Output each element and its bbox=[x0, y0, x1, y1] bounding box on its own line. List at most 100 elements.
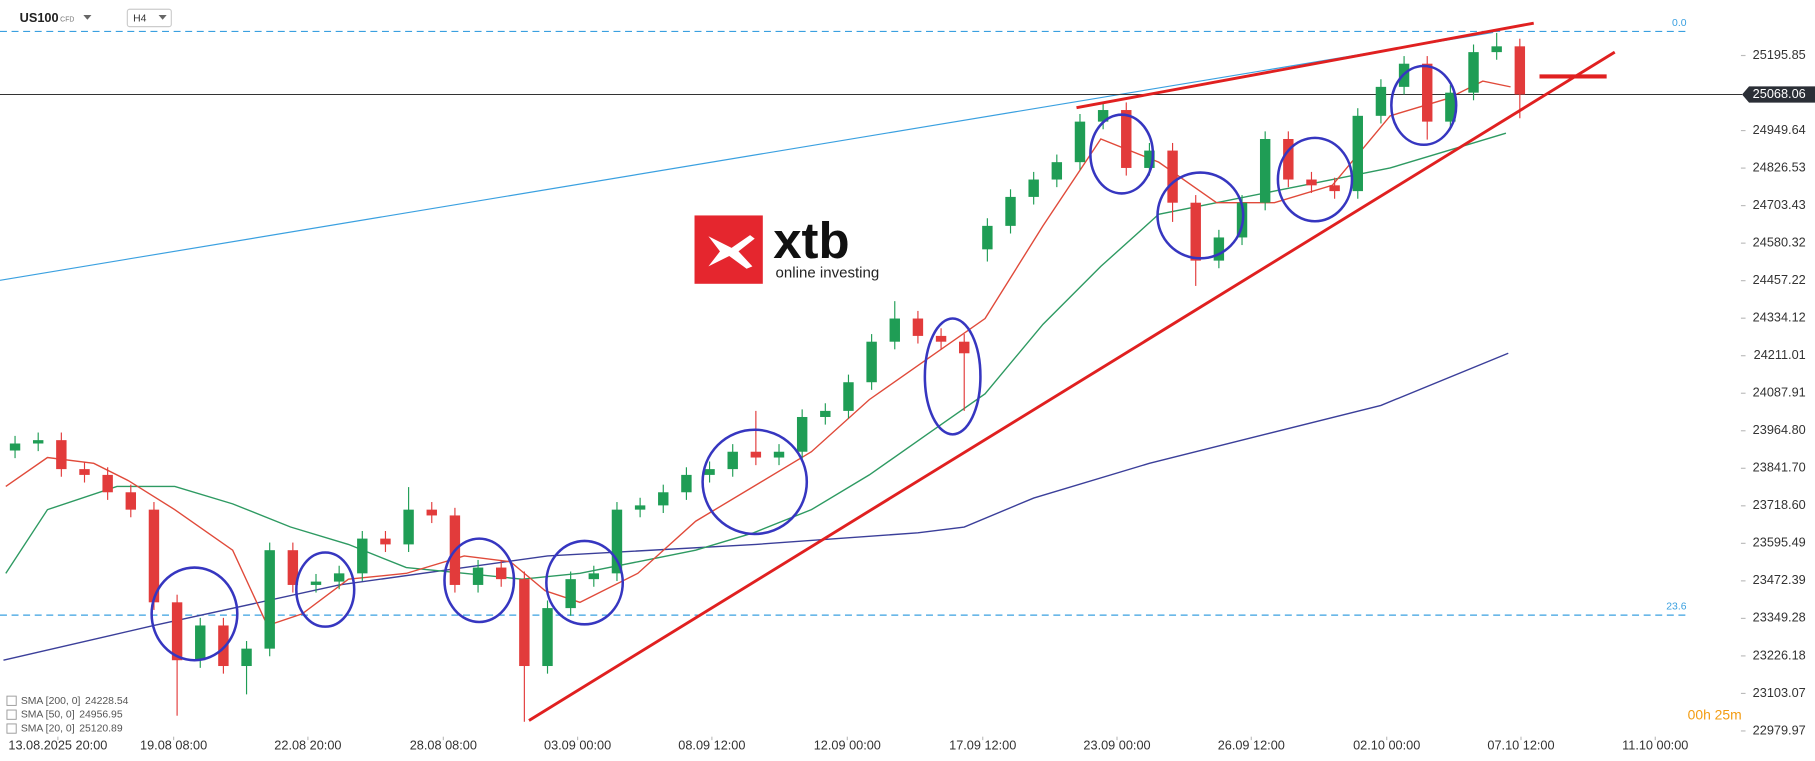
candle-body bbox=[56, 440, 67, 470]
x-tick-label: 07.10 12:00 bbox=[1487, 737, 1554, 752]
candle-body bbox=[310, 581, 322, 585]
legend: SMA [200, 0] 24228.54 SMA [50, 0] 24956.95 S… bbox=[6, 695, 129, 734]
candle-body bbox=[1491, 46, 1502, 53]
candle-body bbox=[1028, 179, 1039, 197]
candle-body bbox=[9, 443, 21, 451]
candle-body bbox=[820, 410, 831, 417]
legend-icon bbox=[6, 709, 17, 720]
legend-name: SMA [20, 0] bbox=[21, 723, 75, 734]
y-tick-label: 24211.01 bbox=[1754, 347, 1806, 362]
legend-value: 24956.95 bbox=[79, 709, 123, 720]
x-tick-label: 02.10 00:00 bbox=[1353, 737, 1420, 752]
candle-body bbox=[102, 474, 113, 493]
timeframe: H4 bbox=[133, 13, 147, 24]
candle-body bbox=[750, 451, 762, 458]
circle bbox=[295, 551, 356, 628]
y-tick-label: 24580.32 bbox=[1753, 235, 1806, 250]
y-tick-label: 23349.28 bbox=[1753, 610, 1806, 625]
candle-body bbox=[195, 625, 206, 661]
candle-body bbox=[218, 625, 229, 667]
symbol-dropdown[interactable] bbox=[83, 15, 92, 20]
y-tick-label: 22979.97 bbox=[1753, 722, 1806, 737]
candle-body bbox=[32, 440, 44, 444]
logo-name: xtb bbox=[773, 212, 849, 269]
x-tick-label: 23.09 00:00 bbox=[1083, 737, 1150, 752]
candle-body bbox=[1306, 179, 1317, 186]
x-tick-label: 26.09 12:00 bbox=[1218, 737, 1285, 752]
candle-body bbox=[588, 573, 600, 580]
x-tick-label: 08.09 12:00 bbox=[678, 737, 745, 752]
y-tick-label: 25195.85 bbox=[1753, 47, 1806, 62]
candle-body bbox=[1352, 115, 1363, 192]
y-tick-label: 23226.18 bbox=[1753, 647, 1806, 662]
candle-body bbox=[125, 492, 137, 510]
circle bbox=[545, 539, 625, 626]
legend-value: 25120.89 bbox=[79, 723, 123, 734]
legend-entry: SMA [20, 0] 25120.89 bbox=[21, 723, 123, 734]
logo: xtb online investing bbox=[694, 212, 880, 284]
logo-tagline: online investing bbox=[776, 264, 880, 281]
channel-line bbox=[0, 31, 1494, 281]
candle-body bbox=[796, 416, 808, 452]
timeframe-dropdown[interactable] bbox=[158, 15, 167, 20]
y-tick-label: 24949.64 bbox=[1753, 122, 1806, 137]
candle-body bbox=[1514, 46, 1526, 95]
candle-body bbox=[1121, 110, 1132, 168]
candle-body bbox=[426, 509, 437, 516]
instrument-type: CFD bbox=[60, 17, 74, 24]
y-tick-label: 24457.22 bbox=[1753, 272, 1806, 287]
highlight-circles bbox=[150, 64, 1458, 662]
candle-body bbox=[1051, 162, 1063, 180]
candle-body bbox=[1167, 150, 1178, 203]
y-tick-label: 24826.53 bbox=[1753, 159, 1806, 174]
legend-icon bbox=[6, 723, 17, 734]
candle-body bbox=[1445, 92, 1456, 122]
x-tick-label: 03.09 00:00 bbox=[544, 737, 611, 752]
candle-body bbox=[1422, 63, 1433, 122]
sma-line bbox=[5, 80, 1511, 627]
candle-body bbox=[1074, 121, 1086, 163]
candle-body bbox=[495, 567, 507, 580]
candle-body bbox=[1468, 52, 1479, 93]
candle-body bbox=[333, 573, 345, 582]
candle-layer bbox=[9, 32, 1526, 722]
indicator-layer bbox=[0, 30, 1743, 661]
candle-body bbox=[1329, 185, 1340, 192]
resistance-trendline bbox=[1076, 21, 1534, 110]
legend-name: SMA [50, 0] bbox=[21, 709, 75, 720]
candle-body bbox=[935, 335, 947, 342]
legend-value: 24228.54 bbox=[85, 696, 129, 707]
circle bbox=[1276, 136, 1354, 223]
candle-body bbox=[982, 225, 993, 250]
candle-body bbox=[1005, 196, 1016, 226]
candle-body bbox=[565, 579, 576, 609]
candle-body bbox=[843, 382, 854, 411]
candle-timer: 00h 25m bbox=[1688, 706, 1742, 722]
symbol-bar: US100 CFD H4 bbox=[20, 8, 172, 28]
y-tick-label: 23718.60 bbox=[1753, 497, 1806, 512]
candle-body bbox=[171, 602, 183, 661]
logo-icon bbox=[708, 235, 755, 269]
circle bbox=[443, 537, 516, 624]
candle-body bbox=[1213, 237, 1225, 261]
candle-body bbox=[1375, 86, 1387, 116]
last-price-label: 25068.06 bbox=[1753, 86, 1806, 101]
candle-body bbox=[519, 579, 530, 667]
y-tick-label: 24087.91 bbox=[1753, 385, 1806, 400]
candle-body bbox=[79, 469, 90, 475]
legend-icon bbox=[6, 695, 17, 706]
circle bbox=[1390, 64, 1458, 147]
y-tick-label: 24703.43 bbox=[1753, 197, 1806, 212]
candle-body bbox=[681, 474, 692, 493]
candle-body bbox=[1283, 138, 1294, 180]
legend-name: SMA [200, 0] bbox=[21, 696, 81, 707]
timeframe-selector[interactable] bbox=[126, 8, 172, 28]
x-tick-label: 22.08 20:00 bbox=[274, 737, 341, 752]
x-tick-label: 13.08.2025 20:00 bbox=[8, 737, 107, 752]
circle bbox=[150, 566, 239, 662]
candle-body bbox=[658, 492, 669, 506]
circle bbox=[1089, 113, 1155, 195]
legend-entry: SMA [200, 0] 24228.54 bbox=[21, 696, 129, 707]
